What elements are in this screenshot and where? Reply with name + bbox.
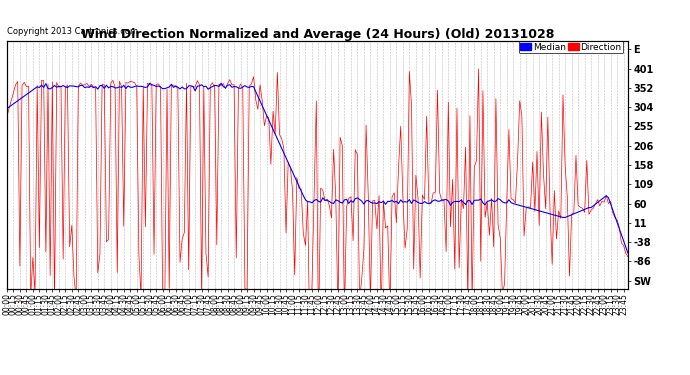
Text: Copyright 2013 Cartronics.com: Copyright 2013 Cartronics.com [7, 27, 138, 36]
Legend: Median, Direction: Median, Direction [519, 41, 623, 53]
Title: Wind Direction Normalized and Average (24 Hours) (Old) 20131028: Wind Direction Normalized and Average (2… [81, 28, 554, 41]
